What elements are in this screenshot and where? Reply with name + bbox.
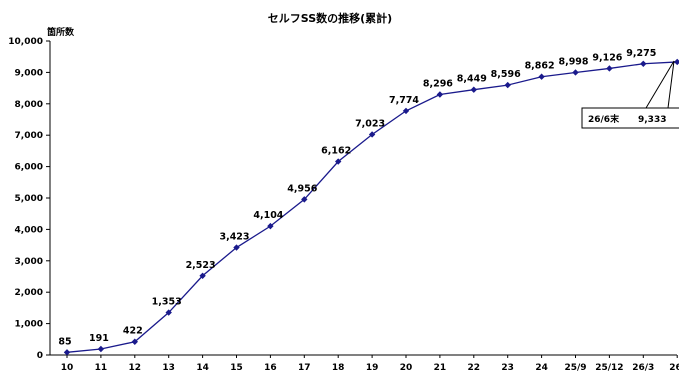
data-label: 8,449 <box>457 74 487 85</box>
data-label: 4,104 <box>253 210 283 221</box>
data-label: 3,423 <box>219 232 249 243</box>
data-point-marker <box>233 244 240 251</box>
series-path <box>66 61 678 353</box>
data-point-marker <box>97 345 105 353</box>
y-tick-label: 0 <box>37 351 43 361</box>
x-tick-label: 24 <box>535 363 548 371</box>
data-label: 8,596 <box>491 69 521 80</box>
data-label: 8,296 <box>423 79 453 90</box>
data-point-marker <box>402 107 410 115</box>
y-tick-label: 6,000 <box>15 163 43 173</box>
x-tick-label: 26/3 <box>632 363 654 371</box>
data-label: 2,523 <box>186 260 216 271</box>
chart-title: セルフSS数の推移(累計) <box>268 11 392 25</box>
y-tick-label: 8,000 <box>15 100 43 110</box>
y-tick-label: 9,000 <box>15 68 43 78</box>
data-point-marker <box>301 196 308 203</box>
data-point-marker <box>165 309 172 316</box>
callout-value: 9,333 <box>638 115 666 125</box>
x-tick-label: 16 <box>264 363 277 371</box>
callout-frame <box>581 107 679 129</box>
data-point-marker <box>674 58 679 66</box>
data-label: 422 <box>123 326 143 337</box>
x-tick-label: 22 <box>468 363 481 371</box>
x-tick-label: 13 <box>162 363 175 371</box>
x-tick-label: 17 <box>298 363 311 371</box>
data-point-marker <box>572 69 579 76</box>
data-point-marker <box>436 91 444 98</box>
x-tick-label: 25/9 <box>564 363 586 371</box>
x-tick-label: 18 <box>332 363 345 371</box>
callout-leader-2 <box>667 60 675 109</box>
x-tick-label: 15 <box>230 363 243 371</box>
series-line <box>63 58 679 356</box>
y-tick-label: 1,000 <box>15 320 43 330</box>
data-label: 4,956 <box>287 183 317 194</box>
data-label: 8,998 <box>558 56 588 67</box>
x-tick-label: 25/12 <box>595 363 623 371</box>
callout-box: 26/6末 9,333 <box>581 60 679 129</box>
data-point-marker <box>640 60 647 67</box>
x-tick-label: 26/ <box>669 363 679 371</box>
x-axis: 10 11 12 13 14 15 16 17 18 19 20 21 22 23 24 25/9 25/12 2… <box>50 354 679 371</box>
data-point-marker <box>470 86 477 93</box>
data-label: 8,862 <box>525 61 555 72</box>
y-axis: 0 1,000 2,000 3,000 4,000 5,000 6,000 7,000 8,00… <box>8 37 51 361</box>
y-tick-label: 5,000 <box>15 194 43 204</box>
data-point-marker <box>538 73 545 80</box>
y-tick-label: 4,000 <box>15 225 43 235</box>
data-point-marker <box>267 222 274 230</box>
x-tick-label: 19 <box>366 363 379 371</box>
callout-label: 26/6末 <box>588 113 620 125</box>
y-tick-label: 2,000 <box>15 288 43 298</box>
y-tick-label: 7,000 <box>15 131 43 141</box>
data-point-marker <box>199 272 206 279</box>
data-point-marker <box>335 158 342 165</box>
y-tick-label: 3,000 <box>15 257 43 267</box>
data-label: 9,126 <box>592 52 622 63</box>
data-point-marker <box>131 338 138 345</box>
y-tick-label: 10,000 <box>8 37 43 47</box>
data-labels: 85 191 422 1,353 2,523 3,423 4,104 4,956 6,162 7,… <box>58 48 656 348</box>
callout-leader <box>632 60 675 109</box>
x-tick-label: 10 <box>61 363 74 371</box>
x-tick-label: 21 <box>434 363 447 371</box>
data-point-marker <box>368 131 376 138</box>
data-label: 85 <box>58 336 71 347</box>
x-tick-label: 11 <box>95 363 108 371</box>
data-label: 6,162 <box>321 146 351 157</box>
x-tick-label: 20 <box>400 363 413 371</box>
data-label: 1,353 <box>152 297 182 308</box>
y-axis-unit-label: 箇所数 <box>47 26 75 38</box>
data-point-marker <box>606 65 613 72</box>
data-label: 9,275 <box>626 48 656 59</box>
data-label: 7,023 <box>355 118 385 129</box>
data-point-marker <box>63 349 71 356</box>
x-tick-label: 14 <box>196 363 209 371</box>
x-tick-label: 23 <box>501 363 514 371</box>
x-tick-label: 12 <box>129 363 142 371</box>
data-label: 7,774 <box>389 95 419 106</box>
data-point-marker <box>504 81 511 89</box>
data-label: 191 <box>89 333 109 344</box>
